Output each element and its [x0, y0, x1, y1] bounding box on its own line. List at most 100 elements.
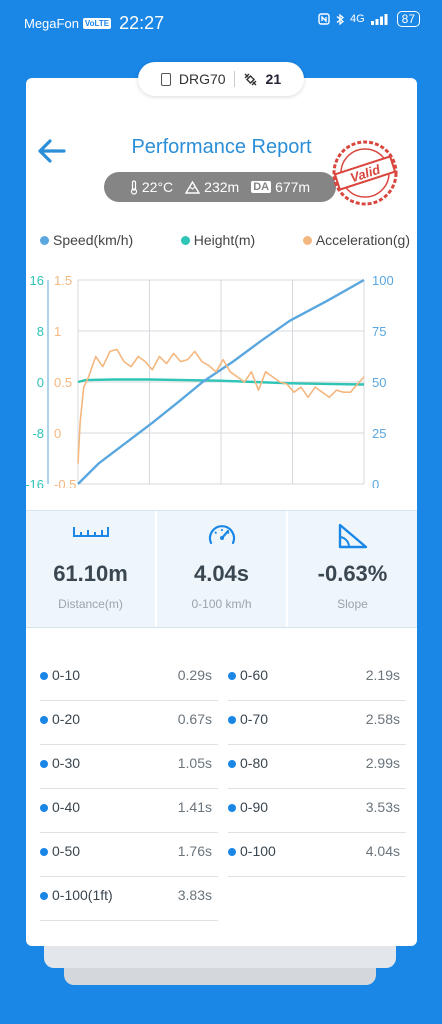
report-card: Performance Report 22°C 232m DA 677m Val…	[26, 78, 417, 946]
distance-label: Distance(m)	[58, 597, 123, 611]
distance-metric: 61.10m Distance(m)	[26, 511, 157, 627]
split-time: 2.99s	[365, 755, 400, 771]
device-pill[interactable]: DRG70 21	[138, 62, 304, 96]
acceleration-tick-label: -0.5	[54, 477, 76, 488]
height-tick-label: 16	[30, 273, 44, 288]
split-label: 0-60	[240, 667, 269, 683]
legend-label: Speed(km/h)	[53, 232, 134, 248]
acceleration-tick-label: 0.5	[54, 375, 72, 390]
split-label: 0-40	[52, 799, 81, 815]
split-time: 1.41s	[177, 799, 212, 815]
signal-icon	[370, 14, 388, 25]
split-time: 3.83s	[177, 887, 212, 903]
height-series-line	[77, 378, 365, 386]
nfc-icon	[318, 13, 330, 25]
clock: 22:27	[119, 13, 165, 33]
bullet	[228, 804, 236, 812]
split-time: 0.29s	[177, 667, 212, 683]
slope-metric: -0.63% Slope	[288, 511, 417, 627]
bullet	[40, 672, 48, 680]
bullet	[228, 716, 236, 724]
bullet	[40, 892, 48, 900]
page-title: Performance Report	[131, 136, 312, 158]
speed-tick-label: 25	[372, 426, 386, 441]
split-row-0-30: 0-30 1.05s	[40, 744, 218, 789]
bullet	[40, 716, 48, 724]
split-time: 1.76s	[177, 843, 212, 859]
legend-label: Height(m)	[193, 232, 256, 248]
legend-speed[interactable]: Speed(km/h)	[40, 232, 133, 248]
split-label: 0-20	[52, 711, 81, 727]
split-time: 0.67s	[177, 711, 212, 727]
bullet	[228, 760, 236, 768]
split-row-0-70: 0-70 2.58s	[228, 700, 406, 745]
acceleration-series-line	[77, 348, 365, 464]
legend-height[interactable]: Height(m)	[180, 232, 256, 248]
split-label: 0-100	[240, 843, 276, 859]
split-time: 4.04s	[365, 843, 400, 859]
speed-tick-label: 75	[372, 324, 386, 339]
legend-dot	[40, 235, 49, 245]
acceleration-tick-label: 1.5	[54, 273, 72, 288]
bluetooth-icon	[336, 13, 344, 25]
carrier-info: MegaFon VoLTE 22:27	[24, 13, 164, 34]
split-row-0-100-1ft: 0-100(1ft) 3.83s	[40, 876, 218, 921]
legend-dot	[302, 235, 312, 245]
speed-tick-label: 0	[372, 477, 379, 488]
temperature-value: 22°C	[141, 179, 174, 195]
split-label: 0-100(1ft)	[52, 887, 113, 903]
back-arrow-icon[interactable]	[34, 136, 68, 166]
slope-value: -0.63%	[317, 561, 388, 586]
battery-level: 87	[396, 11, 420, 27]
bullet	[228, 672, 236, 680]
zero-to-hundred-metric: 4.04s 0-100 km/h	[157, 511, 288, 627]
height-tick-label: 0	[37, 375, 44, 390]
split-time: 2.58s	[365, 711, 400, 727]
bullet	[40, 804, 48, 812]
temperature-item: 22°C	[130, 179, 173, 195]
split-label: 0-10	[52, 667, 81, 683]
slope-label: Slope	[337, 597, 368, 611]
device-name: DRG70	[178, 71, 226, 87]
volte-badge: VoLTE	[82, 18, 112, 29]
status-icons: 4G 87	[318, 11, 420, 27]
density-altitude-item: DA 677m	[251, 179, 310, 195]
metrics-panel: 61.10m Distance(m) 4.04s 0-100 km/h -0.6…	[26, 510, 417, 628]
da-badge: DA	[251, 181, 272, 193]
zero-to-hundred-value: 4.04s	[193, 561, 250, 586]
satellite-count: 21	[265, 71, 282, 87]
split-row-0-100: 0-100 4.04s	[228, 832, 406, 877]
speed-tick-label: 50	[372, 375, 386, 390]
split-row-0-80: 0-80 2.99s	[228, 744, 406, 789]
split-row-0-20: 0-20 0.67s	[40, 700, 218, 745]
split-label: 0-30	[52, 755, 81, 771]
distance-value: 61.10m	[53, 561, 128, 586]
height-tick-label: 8	[37, 324, 44, 339]
legend-acceleration[interactable]: Acceleration(g)	[302, 232, 410, 248]
height-tick-label: -16	[26, 477, 44, 488]
density-altitude-value: 677m	[275, 179, 311, 195]
status-bar: MegaFon VoLTE 22:27 4G 87	[0, 0, 442, 44]
speedometer-icon	[208, 525, 235, 545]
split-time: 2.19s	[365, 667, 400, 683]
valid-stamp: Valid	[332, 140, 398, 206]
split-time: 1.05s	[177, 755, 212, 771]
split-row-0-10: 0-10 0.29s	[40, 656, 218, 701]
split-row-0-60: 0-60 2.19s	[228, 656, 406, 701]
split-row-0-50: 0-50 1.76s	[40, 832, 218, 877]
bullet	[40, 848, 48, 856]
divider	[233, 71, 235, 87]
bullet	[228, 848, 236, 856]
split-label: 0-90	[240, 799, 269, 815]
split-row-0-40: 0-40 1.41s	[40, 788, 218, 833]
conditions-pill: 22°C 232m DA 677m	[104, 172, 336, 202]
split-label: 0-80	[240, 755, 269, 771]
legend-label: Acceleration(g)	[315, 232, 410, 248]
split-row-0-90: 0-90 3.53s	[228, 788, 406, 833]
split-label: 0-50	[52, 843, 81, 859]
acceleration-tick-label: 1	[54, 324, 61, 339]
device-icon	[160, 72, 171, 86]
thermometer-icon	[130, 179, 137, 195]
legend-dot	[180, 235, 190, 245]
zero-to-hundred-label: 0-100 km/h	[191, 597, 252, 611]
